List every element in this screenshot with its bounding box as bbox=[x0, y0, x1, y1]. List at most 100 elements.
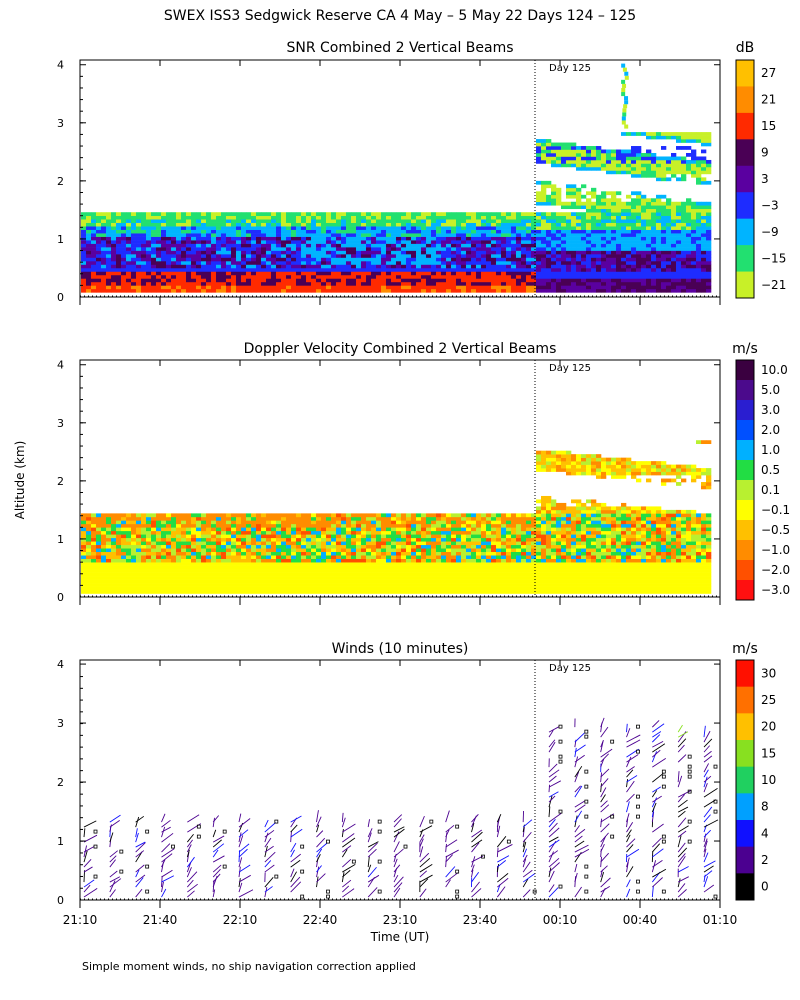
doppler-cell bbox=[251, 530, 257, 535]
doppler-cell bbox=[211, 569, 217, 573]
snr-cell bbox=[501, 215, 507, 220]
doppler-cell bbox=[311, 534, 317, 539]
snr-cell bbox=[696, 135, 702, 140]
doppler-cell bbox=[341, 530, 347, 535]
snr-cell bbox=[206, 233, 212, 237]
snr-cell bbox=[436, 274, 442, 279]
snr-cell bbox=[636, 208, 642, 213]
snr-cell bbox=[581, 205, 587, 210]
snr-cell bbox=[101, 254, 107, 258]
snr-cell bbox=[376, 288, 382, 293]
snr-cell bbox=[666, 156, 672, 161]
doppler-cell bbox=[341, 576, 347, 580]
snr-cell bbox=[616, 260, 622, 265]
snr-cell bbox=[656, 132, 662, 136]
doppler-cell bbox=[236, 544, 242, 549]
snr-cell bbox=[656, 229, 662, 234]
snr-cell bbox=[361, 267, 367, 272]
doppler-cell bbox=[286, 551, 292, 556]
snr-cell bbox=[186, 226, 192, 230]
snr-cell bbox=[261, 271, 267, 276]
snr-cell bbox=[281, 281, 287, 286]
snr-cell bbox=[516, 229, 522, 234]
doppler-cell bbox=[361, 513, 367, 518]
snr-cell bbox=[701, 267, 707, 272]
snr-cell bbox=[181, 212, 187, 217]
snr-cell bbox=[186, 274, 192, 279]
snr-cell bbox=[671, 212, 677, 217]
snr-cell bbox=[276, 240, 282, 244]
snr-cell bbox=[346, 240, 352, 244]
snr-cell bbox=[551, 219, 557, 223]
snr-cell bbox=[421, 260, 427, 265]
snr-cell bbox=[241, 229, 247, 234]
doppler-cell bbox=[291, 579, 297, 584]
snr-cell bbox=[611, 236, 617, 241]
snr-cell bbox=[501, 267, 507, 272]
snr-cell bbox=[186, 243, 192, 248]
snr-cell bbox=[561, 152, 567, 157]
doppler-cell bbox=[341, 583, 347, 587]
snr-cell bbox=[421, 222, 427, 227]
doppler-cell bbox=[301, 590, 307, 594]
snr-cell bbox=[426, 229, 432, 234]
snr-cell bbox=[561, 281, 567, 286]
doppler-cell bbox=[191, 551, 197, 556]
doppler-cell bbox=[236, 523, 242, 528]
doppler-cell bbox=[286, 555, 292, 559]
doppler-cell bbox=[281, 558, 287, 563]
snr-cell bbox=[241, 219, 247, 223]
snr-cell bbox=[561, 142, 567, 147]
snr-cell bbox=[241, 278, 247, 283]
snr-cell bbox=[656, 254, 662, 258]
doppler-cell bbox=[251, 590, 257, 594]
doppler-cell bbox=[176, 555, 182, 559]
snr-cell bbox=[331, 267, 337, 272]
doppler-cell bbox=[156, 590, 162, 594]
doppler-cell bbox=[156, 551, 162, 556]
doppler-cell bbox=[236, 537, 242, 542]
snr-cell bbox=[451, 212, 457, 217]
doppler-cell bbox=[246, 558, 252, 563]
snr-cell bbox=[86, 233, 92, 237]
doppler-cell bbox=[331, 544, 337, 549]
snr-cell bbox=[491, 243, 497, 248]
snr-cell bbox=[706, 247, 712, 251]
doppler-cell bbox=[386, 537, 392, 542]
doppler-cell bbox=[251, 537, 257, 542]
doppler-cell bbox=[306, 576, 312, 580]
snr-cell bbox=[501, 271, 507, 276]
snr-cell bbox=[591, 205, 597, 210]
doppler-cell bbox=[151, 530, 157, 535]
snr-cell bbox=[351, 236, 357, 241]
doppler-cell bbox=[386, 513, 392, 518]
doppler-cell bbox=[356, 541, 362, 546]
snr-cell bbox=[681, 254, 687, 258]
doppler-cell bbox=[261, 534, 267, 539]
snr-cell bbox=[624, 124, 629, 129]
snr-cell bbox=[501, 240, 507, 244]
snr-cell bbox=[346, 278, 352, 283]
doppler-cell bbox=[396, 541, 402, 546]
snr-cell bbox=[686, 281, 692, 286]
snr-cell bbox=[691, 139, 697, 143]
snr-cell bbox=[586, 274, 592, 279]
snr-cell bbox=[411, 254, 417, 258]
doppler-cell bbox=[221, 520, 227, 525]
snr-cell bbox=[491, 236, 497, 241]
doppler-cell bbox=[101, 537, 107, 542]
snr-cell bbox=[521, 274, 527, 279]
doppler-cell bbox=[96, 520, 102, 525]
doppler-cell bbox=[236, 548, 242, 553]
snr-cell bbox=[281, 215, 287, 220]
doppler-cell bbox=[341, 590, 347, 594]
doppler-cell bbox=[191, 579, 197, 584]
snr-cell bbox=[656, 212, 662, 217]
snr-cell bbox=[156, 243, 162, 248]
snr-cell bbox=[686, 139, 692, 143]
snr-cell bbox=[446, 243, 452, 248]
snr-cell bbox=[96, 285, 102, 290]
snr-cell bbox=[621, 149, 627, 154]
snr-cell bbox=[651, 152, 657, 157]
snr-cell bbox=[631, 201, 637, 206]
